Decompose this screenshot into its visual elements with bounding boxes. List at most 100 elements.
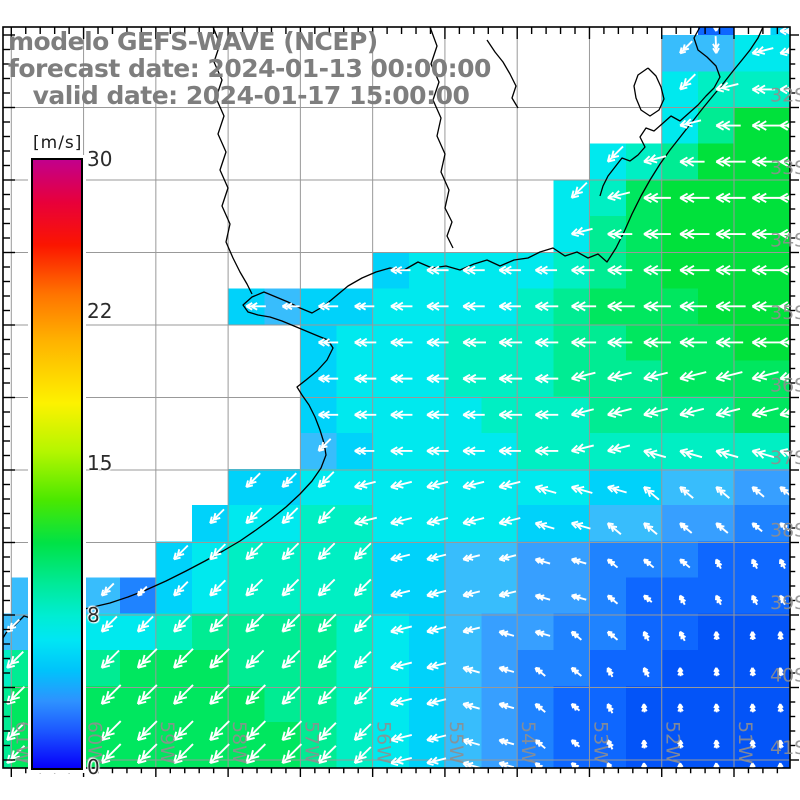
direction-arrow [353, 542, 372, 561]
direction-arrow [749, 739, 756, 749]
direction-arrow [317, 649, 337, 669]
direction-arrow [713, 667, 720, 677]
direction-arrow [679, 40, 693, 55]
direction-arrow [606, 630, 619, 641]
direction-arrow [390, 374, 413, 384]
direction-arrow [498, 265, 521, 275]
direction-arrow [245, 472, 261, 488]
coastline-path-river3 [486, 39, 519, 109]
direction-arrow [281, 542, 300, 561]
direction-arrow [462, 589, 481, 599]
direction-arrow [679, 301, 708, 312]
direction-arrow [534, 557, 551, 565]
lat-label: 39S [770, 592, 800, 614]
direction-arrow [100, 684, 122, 705]
direction-arrow [679, 486, 694, 499]
field-cell [3, 685, 12, 723]
direction-arrow [715, 406, 741, 419]
field-cell [770, 27, 790, 36]
direction-arrow [173, 720, 194, 742]
colorbar-tick-label: 15 [87, 451, 113, 475]
direction-arrow [712, 27, 720, 32]
direction-arrow [100, 649, 120, 669]
direction-arrow [136, 648, 158, 669]
direction-arrow [353, 614, 372, 633]
direction-arrow [641, 739, 648, 749]
direction-arrow [607, 484, 627, 495]
direction-arrow [390, 479, 413, 491]
direction-arrow [779, 228, 790, 240]
direction-arrow [354, 515, 378, 527]
direction-arrow [209, 543, 227, 561]
direction-arrow [354, 337, 377, 348]
direction-arrow [715, 301, 746, 312]
direction-arrow [498, 373, 523, 384]
direction-arrow [534, 703, 546, 713]
direction-arrow [606, 558, 619, 569]
direction-arrow [100, 615, 118, 633]
direction-arrow [6, 722, 26, 742]
direction-arrow [534, 337, 559, 348]
direction-arrow [534, 409, 559, 420]
lat-label: 37S [770, 447, 800, 469]
field-cell [770, 35, 790, 72]
direction-arrow [462, 410, 485, 420]
direction-arrow [715, 228, 746, 240]
direction-arrow [462, 265, 485, 275]
direction-arrow [534, 373, 559, 384]
colorbar-tick-label: 30 [87, 147, 113, 171]
direction-arrow [462, 479, 485, 491]
direction-arrow [570, 370, 596, 382]
direction-arrow [173, 743, 194, 765]
direction-arrow [498, 665, 515, 674]
field-cell [372, 541, 409, 578]
direction-arrow [643, 558, 655, 569]
lon-label: 56W [373, 721, 395, 764]
lon-label: 61W [11, 721, 33, 764]
direction-arrow [715, 370, 743, 382]
direction-arrow [354, 446, 375, 456]
direction-arrow [642, 667, 650, 678]
direction-arrow [245, 743, 267, 765]
direction-arrow [426, 733, 447, 743]
lat-label: 38S [770, 520, 800, 542]
direction-arrow [209, 648, 230, 669]
direction-arrow [498, 337, 523, 348]
direction-arrow [173, 580, 189, 597]
direction-arrow [712, 36, 720, 54]
direction-arrow [390, 516, 413, 527]
direction-arrow [498, 629, 515, 638]
direction-arrow [749, 667, 756, 677]
lat-label: 40S [770, 665, 800, 687]
direction-arrow [353, 687, 372, 705]
direction-arrow [534, 739, 546, 750]
direction-arrow [209, 720, 230, 742]
direction-arrow [317, 542, 336, 561]
direction-arrow [462, 373, 486, 384]
direction-arrow [751, 448, 775, 459]
direction-arrow [643, 228, 671, 240]
direction-arrow [462, 665, 480, 674]
direction-arrow [679, 192, 710, 204]
direction-arrow [245, 302, 266, 311]
field-cell [372, 577, 409, 614]
direction-arrow [100, 743, 122, 765]
direction-arrow [570, 181, 588, 199]
field-cell [11, 758, 48, 768]
direction-arrow [606, 739, 614, 750]
direction-arrow [173, 614, 191, 633]
direction-arrow [749, 703, 756, 713]
direction-arrow [607, 406, 632, 419]
lat-label: 34S [770, 230, 800, 252]
valid-date-label: valid date: 2024-01-17 15:00:00 [8, 81, 470, 110]
direction-arrow [390, 624, 413, 635]
field-cell [300, 758, 337, 768]
direction-arrow [534, 446, 559, 456]
direction-arrow [751, 301, 782, 312]
colorbar [31, 158, 83, 770]
direction-arrow [607, 337, 633, 348]
direction-arrow [498, 446, 521, 456]
direction-arrow [779, 486, 790, 498]
direction-arrow [570, 484, 593, 495]
direction-arrow [390, 552, 411, 563]
